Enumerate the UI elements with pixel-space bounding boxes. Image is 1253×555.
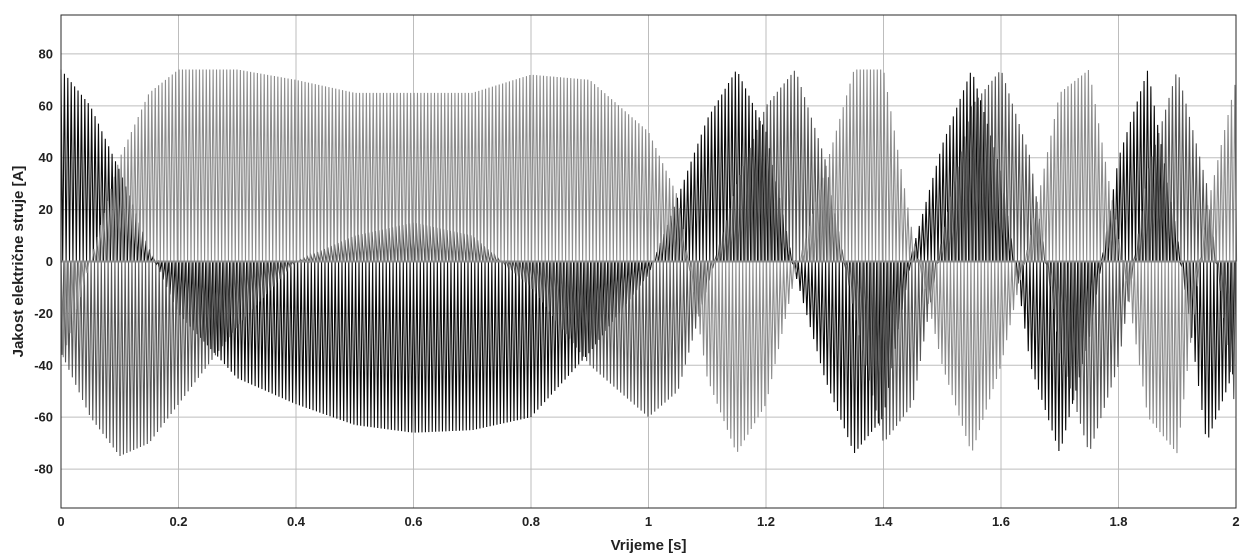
y-tick-label: -20 <box>34 306 53 321</box>
y-tick-label: 0 <box>46 254 53 269</box>
y-axis-label: Jakost električne struje [A] <box>10 166 27 358</box>
x-tick-label: 0.2 <box>169 514 187 529</box>
x-tick-label: 0.6 <box>404 514 422 529</box>
y-tick-label: 80 <box>39 46 53 61</box>
plot-frame <box>60 14 1237 509</box>
series-3-line <box>60 69 1238 454</box>
x-tick-label: 0 <box>57 514 64 529</box>
x-tick-label: 2 <box>1232 514 1239 529</box>
y-tick-label: -40 <box>34 358 53 373</box>
x-tick-label: 1 <box>645 514 652 529</box>
y-tick-label: -60 <box>34 410 53 425</box>
x-axis-label: Vrijeme [s] <box>611 537 687 554</box>
y-tick-label: 60 <box>39 98 53 113</box>
series-group <box>60 69 1238 456</box>
y-tick-label: 40 <box>39 150 53 165</box>
x-tick-label: 1.8 <box>1109 514 1127 529</box>
x-tick-labels: 0 0.2 0.4 0.6 0.8 1 1.2 1.4 1.6 1.8 2 <box>57 514 1239 529</box>
y-tick-labels: -80 -60 -40 -20 0 20 40 60 80 <box>34 46 53 476</box>
x-tick-label: 1.4 <box>874 514 893 529</box>
x-tick-label: 0.4 <box>287 514 306 529</box>
x-tick-label: 1.6 <box>992 514 1010 529</box>
y-tick-label: 20 <box>39 202 53 217</box>
y-tick-label: -80 <box>34 462 53 477</box>
x-tick-label: 0.8 <box>522 514 540 529</box>
x-tick-label: 1.2 <box>757 514 775 529</box>
